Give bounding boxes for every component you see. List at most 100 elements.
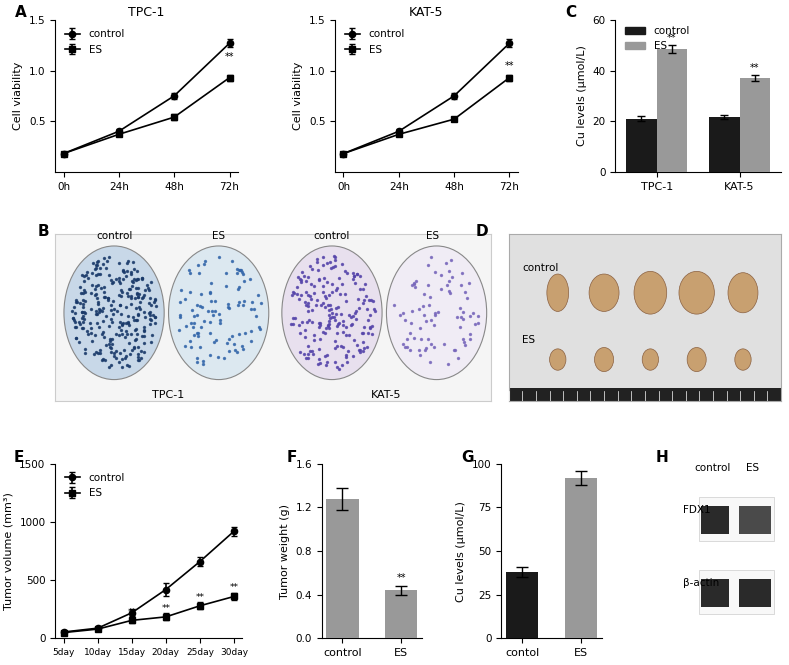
Point (338, 265, 351, 276)
Point (208, 336, 221, 347)
Point (249, 311, 262, 322)
Point (129, 303, 142, 313)
Point (424, 292, 437, 303)
Point (84, 318, 96, 329)
Point (331, 319, 344, 330)
Point (285, 319, 297, 329)
Point (130, 273, 143, 284)
Point (286, 313, 299, 324)
Point (354, 346, 367, 357)
Point (232, 265, 245, 275)
Point (467, 308, 480, 319)
Point (125, 344, 138, 355)
Point (127, 312, 140, 323)
Point (308, 281, 320, 291)
Point (326, 279, 338, 290)
Point (317, 298, 330, 309)
Point (77, 317, 90, 327)
Point (323, 319, 335, 329)
Point (125, 269, 137, 280)
Point (294, 328, 307, 338)
Point (208, 306, 221, 317)
Point (119, 317, 132, 328)
Point (361, 303, 373, 314)
Point (413, 304, 425, 315)
Point (339, 352, 352, 362)
Point (368, 306, 381, 317)
Point (136, 274, 148, 285)
Point (131, 315, 144, 325)
Point (295, 276, 308, 287)
Point (73, 317, 85, 328)
Bar (656, 49, 687, 172)
Point (219, 281, 232, 291)
Point (113, 275, 125, 286)
Point (90, 259, 103, 270)
Point (143, 308, 155, 319)
Point (404, 344, 417, 355)
Text: **: ** (667, 33, 677, 43)
Point (132, 355, 144, 366)
Point (316, 259, 329, 270)
Point (132, 291, 144, 302)
Text: D: D (476, 224, 488, 239)
Point (96, 354, 109, 365)
Point (435, 284, 447, 295)
Point (121, 288, 133, 299)
Title: KAT-5: KAT-5 (409, 6, 443, 19)
Bar (699, 571, 774, 614)
Point (137, 346, 150, 357)
Point (97, 316, 110, 327)
Text: **: ** (127, 608, 136, 618)
Point (312, 318, 325, 329)
Text: A: A (15, 5, 27, 20)
Point (107, 351, 120, 362)
Point (230, 347, 243, 358)
Point (443, 275, 455, 286)
Point (317, 273, 330, 283)
Point (90, 289, 103, 300)
Point (471, 317, 484, 328)
Point (428, 341, 440, 352)
Point (325, 311, 338, 322)
Ellipse shape (687, 348, 706, 372)
Point (104, 314, 117, 325)
Point (118, 344, 130, 355)
Text: TPC-1: TPC-1 (152, 390, 185, 400)
Point (358, 322, 371, 332)
Point (300, 276, 312, 287)
Point (113, 330, 125, 340)
Point (300, 287, 312, 298)
Point (335, 309, 347, 320)
Point (365, 309, 377, 320)
Point (74, 297, 87, 308)
Point (199, 256, 211, 267)
Point (132, 352, 144, 362)
Text: G: G (461, 450, 473, 465)
Point (245, 326, 257, 336)
Point (458, 287, 471, 297)
Point (357, 284, 369, 295)
Point (77, 287, 89, 298)
Point (245, 303, 257, 314)
Point (345, 320, 357, 331)
Point (357, 328, 369, 338)
Point (205, 306, 218, 317)
Point (119, 350, 132, 361)
Point (299, 325, 312, 336)
Point (136, 293, 148, 303)
Point (69, 322, 81, 332)
Legend: control, ES: control, ES (340, 25, 409, 59)
Y-axis label: Cu levels (μmol/L): Cu levels (μmol/L) (456, 501, 466, 602)
Point (105, 359, 118, 370)
Point (335, 341, 348, 352)
Point (106, 317, 118, 328)
Point (308, 335, 320, 346)
Text: ES: ES (212, 231, 225, 241)
Point (94, 283, 107, 293)
Point (364, 321, 376, 332)
Point (143, 285, 155, 295)
Point (400, 333, 413, 344)
Point (133, 354, 145, 365)
Point (121, 360, 133, 371)
